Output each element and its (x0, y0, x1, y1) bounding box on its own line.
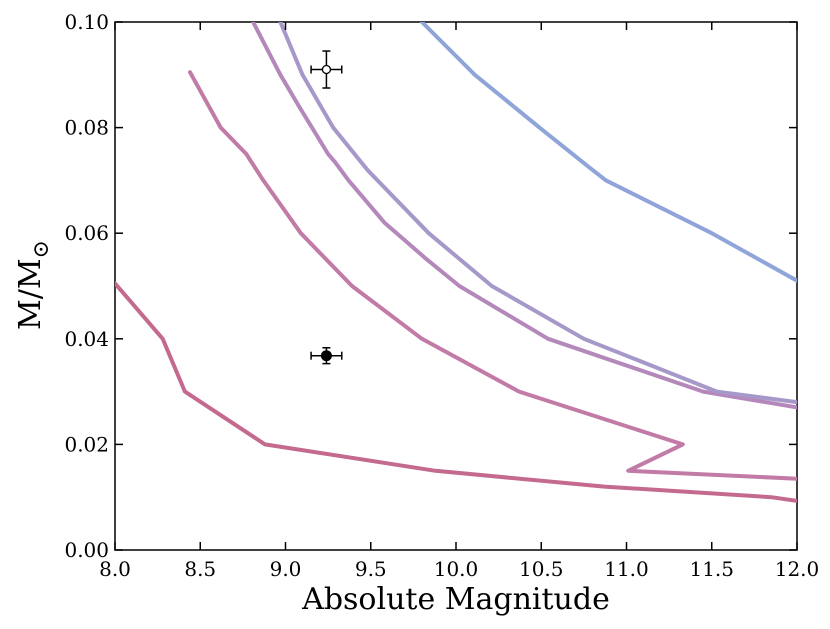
points-layer (310, 50, 343, 365)
x-tick-label: 10.5 (519, 557, 564, 581)
y-tick-label: 0.06 (64, 221, 109, 245)
series-line-1 (115, 281, 797, 503)
series-line-4 (278, 22, 797, 405)
y-axis-label: M/M⊙ (13, 240, 54, 330)
y-tick-label: 0.00 (64, 538, 109, 562)
x-axis-label: Absolute Magnitude (301, 582, 610, 617)
x-tick-label: 8.0 (99, 557, 131, 581)
x-tick-label: 9.5 (355, 557, 387, 581)
x-tick-label: 11.0 (604, 557, 649, 581)
open-point (310, 50, 343, 89)
y-axis-label-subscript: ⊙ (29, 240, 54, 258)
series-line-2 (188, 70, 797, 481)
y-tick-label: 0.02 (64, 432, 109, 456)
x-tick-label: 10.0 (434, 557, 479, 581)
series-layer (115, 22, 797, 503)
series-line-5 (419, 22, 797, 283)
x-tick-label: 9.0 (270, 557, 302, 581)
filled-point-marker (320, 350, 332, 362)
series-line-3 (251, 22, 797, 410)
x-tick-label: 8.5 (184, 557, 216, 581)
open-point-marker (321, 64, 332, 75)
y-tick-label: 0.08 (64, 116, 109, 140)
x-tick-label: 11.5 (689, 557, 734, 581)
ticks-layer: 8.0 8.5 9.0 9.5 10.0 10.5 11.0 11.5 12.0 0.00 0.02… (64, 10, 819, 581)
filled-point (310, 347, 343, 365)
x-tick-label: 12.0 (775, 557, 820, 581)
y-tick-label: 0.10 (64, 10, 109, 34)
y-tick-label: 0.04 (64, 327, 109, 351)
